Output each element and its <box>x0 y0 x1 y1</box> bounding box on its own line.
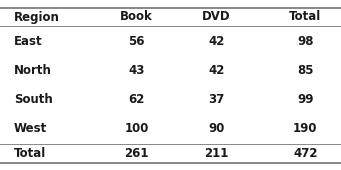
Text: 90: 90 <box>208 123 225 135</box>
Text: 43: 43 <box>128 64 145 77</box>
Text: 42: 42 <box>208 35 225 47</box>
Text: 99: 99 <box>297 93 313 106</box>
Text: 100: 100 <box>124 123 149 135</box>
Text: 56: 56 <box>128 35 145 47</box>
Text: South: South <box>14 93 53 106</box>
Text: 42: 42 <box>208 64 225 77</box>
Text: 85: 85 <box>297 64 313 77</box>
Text: 472: 472 <box>293 147 317 160</box>
Text: East: East <box>14 35 42 47</box>
Text: West: West <box>14 123 47 135</box>
Text: 98: 98 <box>297 35 313 47</box>
Text: Book: Book <box>120 11 153 23</box>
Text: DVD: DVD <box>202 11 231 23</box>
Text: Total: Total <box>14 147 46 160</box>
Text: 190: 190 <box>293 123 317 135</box>
Text: 37: 37 <box>208 93 225 106</box>
Text: North: North <box>14 64 51 77</box>
Text: Total: Total <box>289 11 321 23</box>
Text: Region: Region <box>14 11 60 23</box>
Text: 261: 261 <box>124 147 149 160</box>
Text: 211: 211 <box>204 147 229 160</box>
Text: 62: 62 <box>128 93 145 106</box>
